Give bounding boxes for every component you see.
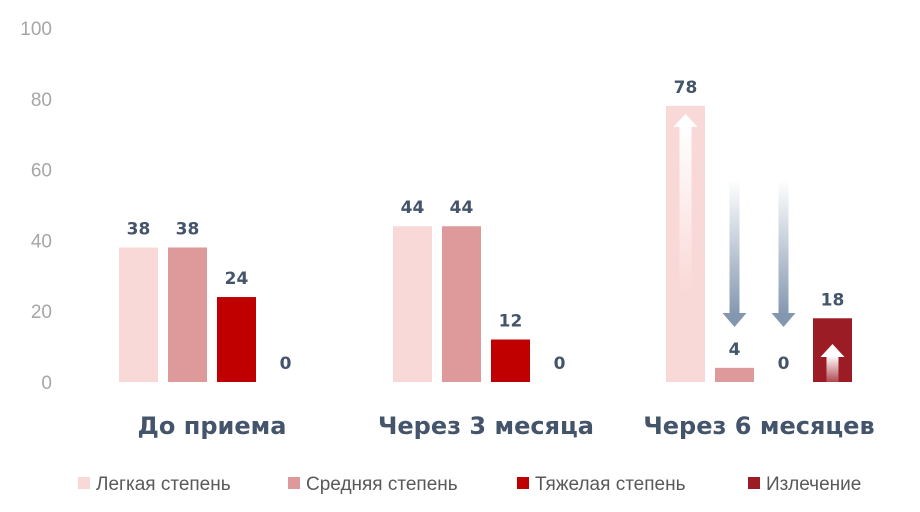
data-label: 0: [554, 354, 566, 374]
data-label: 78: [674, 78, 698, 98]
bar: [119, 247, 158, 382]
legend-item: Легкая степень: [78, 474, 231, 495]
y-tick-label: 40: [31, 231, 52, 252]
data-label: 44: [450, 198, 474, 218]
bar: [715, 367, 754, 382]
legend-swatch: [288, 477, 300, 489]
up-arrow-icon: [820, 344, 845, 382]
data-label: 38: [127, 219, 151, 239]
y-tick-label: 0: [41, 373, 52, 394]
data-label: 18: [821, 290, 845, 310]
bar: [217, 297, 256, 382]
y-tick-label: 80: [31, 90, 52, 111]
legend-swatch: [517, 477, 529, 489]
legend-item: Тяжелая степень: [517, 474, 686, 495]
data-label: 12: [499, 312, 523, 332]
category-label: Через 6 месяцев: [643, 412, 874, 440]
category-label: До приема: [138, 412, 287, 440]
category-label: Через 3 месяца: [378, 412, 594, 440]
data-label: 4: [729, 340, 741, 360]
category-labels: До приема Через 3 месяца Через 6 месяцев: [138, 412, 875, 440]
legend: Легкая степень Средняя степень Тяжелая сте…: [78, 474, 861, 495]
data-label: 0: [778, 354, 790, 374]
bars: [119, 105, 852, 382]
arrows: [673, 113, 845, 382]
legend-label: Излечение: [766, 474, 861, 495]
y-axis: 0 20 40 60 80 100: [20, 19, 52, 394]
data-label: 38: [176, 219, 200, 239]
legend-swatch: [748, 477, 760, 489]
bar: [442, 226, 481, 382]
bar: [491, 339, 530, 382]
up-arrow-icon: [673, 113, 698, 294]
data-label: 0: [280, 354, 292, 374]
down-arrow-icon: [722, 180, 747, 327]
legend-item: Средняя степень: [288, 474, 458, 495]
value-labels: 38 38 24 0 44 44 12 0 78 4 0 18: [127, 78, 845, 374]
legend-label: Легкая степень: [96, 474, 231, 495]
bar: [393, 226, 432, 382]
y-tick-label: 100: [20, 19, 52, 40]
legend-label: Средняя степень: [306, 474, 458, 495]
legend-label: Тяжелая степень: [535, 474, 686, 495]
y-tick-label: 20: [31, 302, 52, 323]
data-label: 44: [401, 198, 425, 218]
data-label: 24: [225, 269, 249, 289]
bar: [168, 247, 207, 382]
legend-item: Излечение: [748, 474, 861, 495]
legend-swatch: [78, 477, 90, 489]
y-tick-label: 60: [31, 161, 52, 182]
down-arrow-icon: [771, 180, 796, 327]
